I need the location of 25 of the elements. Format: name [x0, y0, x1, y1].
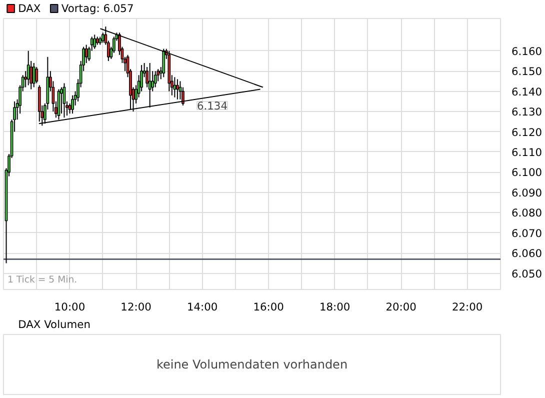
x-tick-label: 10:00 — [54, 300, 86, 314]
y-tick-label: 6.090 — [512, 186, 542, 200]
y-tick-label: 6.160 — [512, 44, 542, 58]
y-tick-label: 6.060 — [512, 247, 542, 260]
y-tick-label: 6.050 — [512, 267, 542, 280]
y-tick-label: 6.120 — [512, 126, 542, 139]
y-tick-label: 6.070 — [512, 226, 542, 240]
text: DAX Volumen — [18, 318, 90, 331]
y-tick-label: 6.080 — [512, 206, 542, 220]
x-tick-label: 12:00 — [120, 300, 152, 314]
y-tick-label: 6.140 — [512, 85, 542, 98]
legend-label: Vortag: 6.057 — [61, 2, 134, 15]
x-tick-label: 14:00 — [186, 300, 218, 314]
y-tick-label: 6.150 — [512, 65, 542, 78]
legend-label: DAX — [18, 2, 41, 15]
annotation: 1 Tick = 5 Min. — [8, 274, 78, 286]
y-tick-label: 6.130 — [512, 106, 542, 119]
x-tick-label: 20:00 — [386, 300, 417, 314]
x-tick-label: 22:00 — [452, 300, 483, 314]
text: keine Volumendaten vorhanden — [156, 358, 348, 372]
y-tick-label: 6.100 — [512, 166, 542, 180]
x-tick-label: 18:00 — [319, 300, 350, 314]
x-tick-label: 16:00 — [253, 300, 284, 314]
y-tick-label: 6.110 — [512, 146, 542, 159]
annotation: 6.134 — [196, 99, 228, 112]
